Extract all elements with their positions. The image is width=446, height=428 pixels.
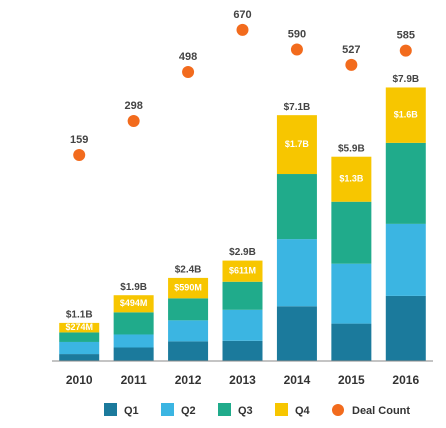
bar-segment — [222, 260, 263, 282]
bar-segment — [59, 332, 100, 342]
x-tick-label: 2015 — [338, 373, 365, 387]
bar-segment — [113, 334, 154, 348]
total-label: $5.9B — [338, 143, 365, 154]
legend-swatch — [332, 404, 344, 416]
deal-label: 527 — [342, 44, 360, 56]
deal-dot — [236, 23, 249, 36]
bar-segment — [331, 263, 372, 324]
deal-dot — [399, 44, 412, 57]
bar-segment — [113, 347, 154, 361]
bar-segment — [59, 322, 100, 333]
bar-segment — [331, 201, 372, 264]
deal-dot — [127, 114, 140, 127]
deal-label: 298 — [124, 100, 142, 112]
total-label: $2.4B — [175, 265, 202, 276]
bar-segment — [113, 295, 154, 313]
segment-label: $611M — [229, 266, 256, 276]
segment-label: $590M — [174, 282, 202, 292]
bar-segment — [168, 277, 209, 299]
bar-segment — [331, 323, 372, 361]
bar-segment — [331, 156, 372, 202]
total-label: $7.1B — [284, 102, 311, 113]
deal-label: 670 — [233, 9, 251, 21]
x-tick-label: 2012 — [175, 373, 202, 387]
bar-segment — [385, 87, 426, 143]
bar-segment — [113, 312, 154, 335]
total-label: $7.9B — [392, 74, 419, 85]
bar-segment — [222, 309, 263, 341]
segment-label: $1.7B — [285, 139, 310, 149]
segment-label: $1.6B — [394, 110, 419, 120]
total-label: $1.9B — [120, 282, 147, 293]
deal-dot — [182, 65, 195, 78]
bar-segment — [59, 354, 100, 361]
bar-segment — [276, 174, 317, 240]
legend-label: Deal Count — [352, 405, 410, 417]
bar-segment — [222, 340, 263, 361]
deal-label: 590 — [288, 28, 306, 40]
legend-swatch — [104, 403, 117, 416]
deal-label: 585 — [397, 30, 415, 42]
bar-segment — [59, 341, 100, 355]
deal-dot — [290, 43, 303, 56]
bar-segment — [276, 306, 317, 361]
deal-label: 498 — [179, 51, 197, 63]
x-tick-label: 2010 — [66, 373, 93, 387]
deal-dot — [73, 149, 86, 162]
deal-dot — [345, 58, 358, 71]
legend-label: Q1 — [124, 405, 139, 417]
legend-label: Q4 — [295, 405, 311, 417]
deal-label: 159 — [70, 134, 88, 146]
bar-segment — [168, 341, 209, 361]
legend-swatch — [275, 403, 288, 416]
x-tick-label: 2013 — [229, 373, 256, 387]
total-label: $1.1B — [66, 310, 93, 321]
x-tick-label: 2011 — [121, 373, 147, 387]
x-tick-label: 2014 — [284, 373, 311, 387]
legend-label: Q2 — [181, 405, 196, 417]
bar-segment — [385, 223, 426, 296]
bar-segment — [276, 239, 317, 307]
bar-segment — [385, 295, 426, 361]
bar-segment — [385, 142, 426, 224]
bar-segment — [222, 281, 263, 310]
legend-label: Q3 — [238, 405, 253, 417]
bar-segment — [168, 298, 209, 321]
bar-segment — [168, 320, 209, 342]
bar-segment — [276, 115, 317, 175]
x-tick-label: 2016 — [392, 373, 419, 387]
segment-label: $274M — [65, 322, 93, 332]
legend-swatch — [218, 403, 231, 416]
legend-swatch — [161, 403, 174, 416]
segment-label: $494M — [120, 298, 148, 308]
total-label: $2.9B — [229, 247, 256, 258]
segment-label: $1.3B — [339, 174, 364, 184]
